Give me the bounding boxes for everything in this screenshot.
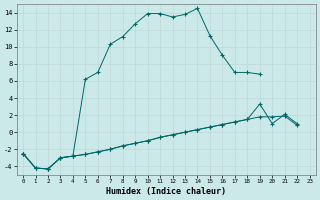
X-axis label: Humidex (Indice chaleur): Humidex (Indice chaleur) [106,187,226,196]
